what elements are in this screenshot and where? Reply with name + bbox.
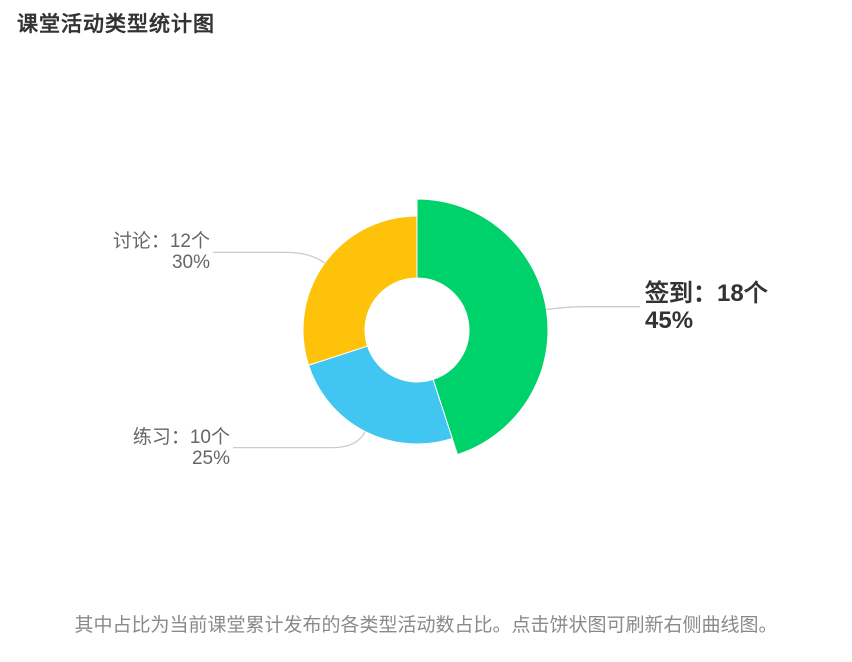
- pie-label-line-exercise: [233, 431, 366, 449]
- pie-label-line-signin: [546, 306, 640, 311]
- pie-label-discussion-pct: 30%: [171, 252, 210, 274]
- pie-label-exercise-text: 练习：10个: [132, 426, 230, 448]
- pie-label-signin: 签到：18个 45%: [645, 280, 768, 334]
- pie-label-discussion: 讨论：12个 30%: [113, 231, 210, 273]
- pie-label-exercise-pct: 25%: [191, 447, 230, 469]
- pie-label-signin-text: 签到：18个: [645, 279, 768, 307]
- chart-caption: 其中占比为当前课堂累计发布的各类型活动数占比。点击饼状图可刷新右侧曲线图。: [74, 615, 778, 636]
- pie-label-discussion-text: 讨论：12个: [112, 231, 210, 253]
- pie-label-line-discussion: [213, 251, 326, 264]
- pie-label-exercise: 练习：10个 25%: [133, 427, 230, 469]
- pie-label-signin-pct: 45%: [645, 306, 694, 334]
- pie-slice-signin[interactable]: [416, 198, 549, 456]
- chart-title: 课堂活动类型统计图: [17, 13, 215, 36]
- pie-slice-exercise[interactable]: [308, 345, 453, 445]
- pie-slice-discussion[interactable]: [302, 215, 418, 366]
